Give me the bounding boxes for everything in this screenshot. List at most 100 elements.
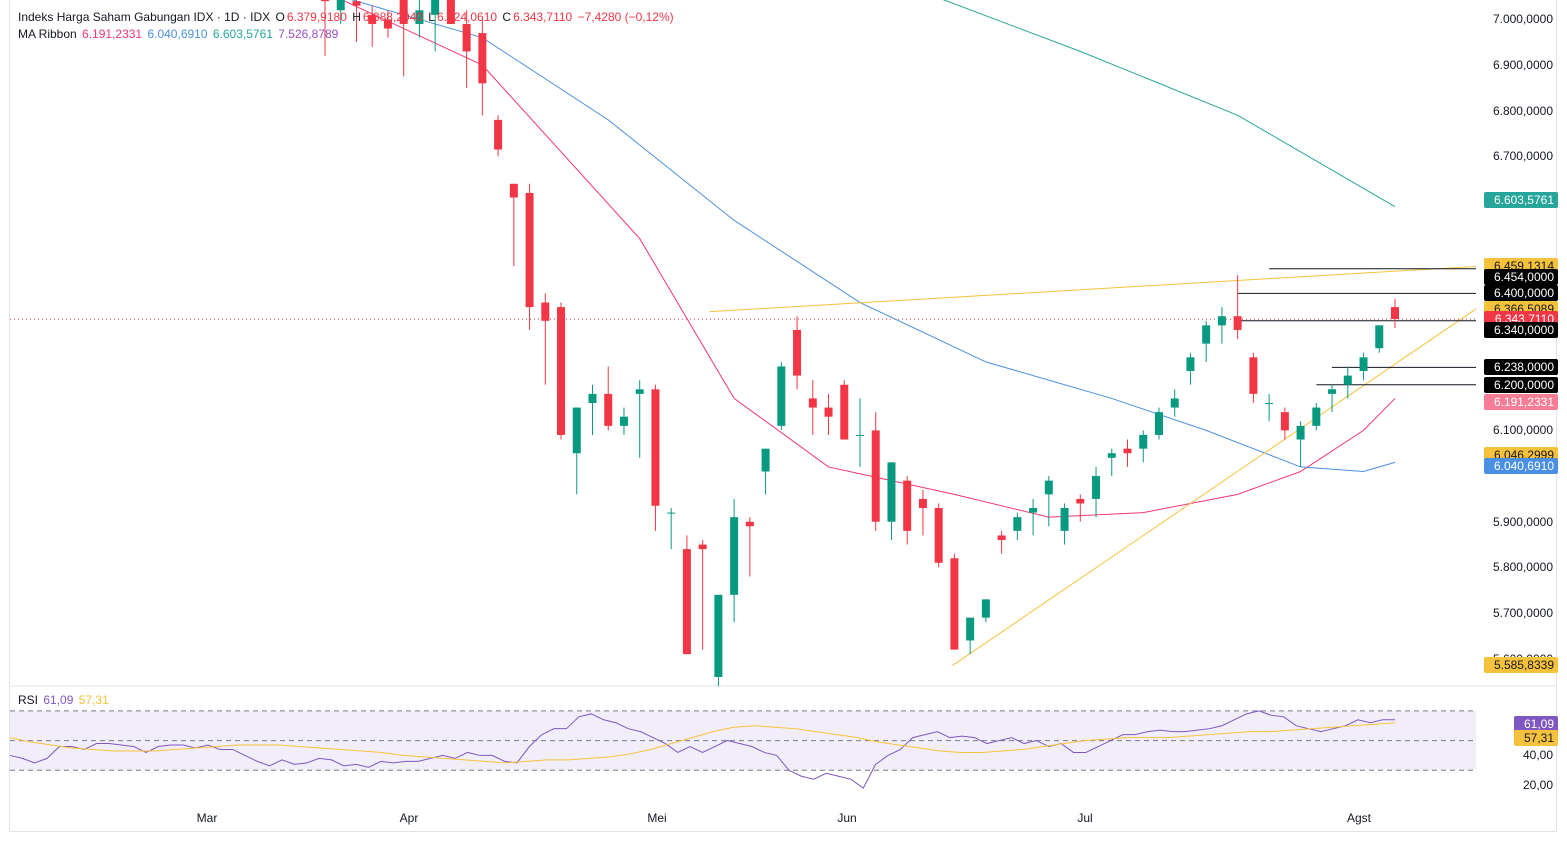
candle-body [997,535,1006,540]
candle-body [321,0,329,2]
rsi-label-pill: 61,09 [1514,716,1558,733]
candle-body [1186,357,1195,372]
price-tick-label: 6.900,0000 [1492,58,1553,73]
open-label: O [275,10,285,24]
time-tick-label: Jul [1077,811,1093,825]
candle-body [824,407,833,417]
rsi-legend: RSI 61,09 57,31 [18,693,111,707]
candle-body [383,19,392,29]
candle-body [808,398,817,408]
candle-body [761,448,770,472]
candle-body [1391,307,1399,319]
candle-body [1060,508,1069,531]
candle-body [1280,412,1289,431]
candle-body [1312,407,1321,426]
price-tick-label: 6.700,0000 [1492,149,1553,164]
ma-value-1: 6.191,2331 [82,27,143,41]
candle-body [777,366,786,426]
price-tick-label: 6.800,0000 [1492,103,1553,118]
candle-body [431,0,440,15]
ma-line-0 [341,0,1396,518]
rsi-tick-label: 20,00 [1522,778,1553,793]
candle-body [966,617,975,641]
price-tick-label: 5.900,0000 [1492,514,1553,529]
candle-body [918,498,927,509]
price-label-pill: 6.191,2331 [1484,394,1558,411]
price-label-pill: 6.603,5761 [1484,192,1558,209]
time-tick-label: Mar [196,811,218,825]
candle-body [336,0,345,11]
candle-body [667,512,676,514]
candle-body [572,407,581,454]
price-tick-label: 6.100,0000 [1492,423,1553,438]
time-tick-label: Mei [647,811,667,825]
rsi-label: RSI [18,693,39,707]
ma-value-3: 6.603,5761 [212,27,273,41]
candle-body [525,192,534,308]
candle-body [635,389,644,394]
candle-body [651,389,660,506]
price-tick-label: 7.000,0000 [1492,12,1553,27]
close-label: C [502,10,512,24]
candle-body [682,549,691,655]
ma-line-1 [350,0,1396,473]
candle-body [604,393,613,426]
symbol-name: Indeks Harga Saham Gabungan IDX · 1D · I… [18,10,271,24]
price-label-pill: 6.454,0000 [1484,268,1558,285]
price-label-pill: 6.340,0000 [1484,321,1558,338]
rsi-ma-line [9,722,1396,764]
candle-body [1217,316,1226,326]
candle-body [730,517,739,595]
candle-body [619,416,628,426]
candle-body [871,430,880,522]
candle-body [478,33,487,84]
ma-line-2 [942,0,1396,208]
candle-body [462,23,471,52]
candle-body [1265,403,1274,404]
candle-body [1249,357,1258,394]
ma-value-4: 7.526,8789 [278,27,339,41]
candle-body [557,307,566,435]
candle-body [1123,448,1132,454]
low-label: L [428,10,435,24]
candle-body [887,462,896,522]
candle-body [509,183,518,198]
candle-body [856,434,864,436]
candle-body [903,480,912,531]
candle-body [1107,453,1116,458]
time-tick-label: Apr [399,811,419,825]
candle-body [1029,508,1038,513]
close-value: 6.343,7110 [513,10,573,24]
trendline-1 [952,308,1477,666]
candle-body [950,558,959,650]
open-value: 6.379,9180 [286,10,347,24]
ma-ribbon-legend: MA Ribbon 6.191,2331 6.040,6910 6.603,57… [18,27,340,41]
candle-body [1328,389,1337,394]
candle-body [934,508,943,563]
candle-body [1359,357,1368,372]
ma-value-2: 6.040,6910 [147,27,208,41]
trendline-0 [709,265,1477,313]
price-tick-label: 5.700,0000 [1492,606,1553,621]
change-value: −7,4280 (−0,12%) [577,10,674,24]
price-label-pill: 6.040,6910 [1484,458,1558,475]
candle-body [1092,476,1101,499]
candle-body [541,302,550,321]
price-label-pill: 6.400,0000 [1484,285,1558,302]
price-label-pill: 6.200,0000 [1484,376,1558,393]
candle-body [399,0,408,24]
price-tick-label: 5.800,0000 [1492,560,1553,575]
candle-body [352,1,361,6]
candle-body [1044,480,1053,495]
candle-body [368,14,377,24]
candle-body [1296,425,1305,440]
candle-body [1233,316,1242,330]
ma-ribbon-label: MA Ribbon [18,27,77,41]
candle-body [494,119,503,150]
rsi-tick-label: 40,00 [1522,748,1553,763]
candle-body [981,599,990,618]
candle-body [1170,398,1179,408]
candle-body [793,329,802,376]
rsi-line [9,710,1395,789]
